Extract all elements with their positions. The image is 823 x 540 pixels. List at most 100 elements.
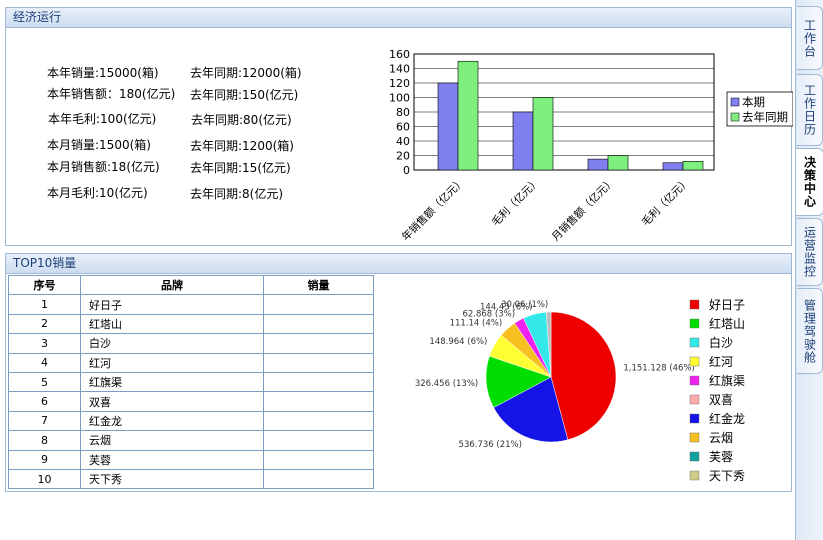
legend-swatch	[689, 451, 700, 462]
legend-label: 红河	[709, 354, 733, 369]
legend-label: 本期	[742, 95, 765, 109]
legend-swatch	[689, 375, 700, 386]
table-row[interactable]: 9 芙蓉	[8, 449, 374, 470]
bar	[512, 111, 534, 171]
pie-label: 536.736 (21%)	[459, 440, 522, 450]
legend-swatch	[689, 470, 700, 481]
cell-brand: 天下秀	[80, 468, 264, 490]
x-tick-label: 毛利（亿元）	[489, 175, 543, 229]
economic-panel: 经济运行 本年销量:15000(箱) 去年同期:12000(箱) 本年销售额：1…	[5, 7, 793, 246]
cell-rank: 10	[8, 468, 81, 490]
legend-label: 好日子	[709, 298, 745, 312]
legend-swatch	[730, 112, 740, 122]
pie-label: 326.456 (13%)	[415, 379, 478, 389]
stat-month-revenue: 本月销售额:18(亿元)	[47, 160, 160, 174]
legend-swatch	[689, 337, 700, 348]
stat-year-profit: 本年毛利:100(亿元)	[48, 112, 157, 126]
bar	[587, 158, 609, 171]
economic-panel-title: 经济运行	[6, 8, 791, 28]
pie-label: 62.868 (3%)	[462, 309, 515, 319]
pie-slice	[493, 376, 569, 443]
cell-sales	[263, 313, 374, 335]
table-row[interactable]: 2 红塔山	[8, 313, 374, 335]
cell-brand: 红塔山	[80, 313, 264, 335]
bar	[607, 155, 629, 171]
cell-rank: 5	[8, 371, 81, 393]
header-sales[interactable]: 销量	[263, 274, 374, 296]
pie-label: 30.06 (1%)	[501, 300, 548, 310]
cell-brand: 云烟	[80, 430, 264, 451]
tab-decision-center[interactable]: 决策中心	[796, 148, 823, 216]
y-tick-label: 0	[403, 164, 410, 177]
y-tick-label: 20	[396, 150, 410, 163]
cell-brand: 好日子	[80, 294, 264, 315]
pie-label: 148.964 (6%)	[429, 337, 487, 347]
pie-chart: 1,151.128 (46%) 536.736 (21%) 326.456 (13%…	[415, 298, 745, 483]
bar	[662, 162, 684, 171]
table-row[interactable]: 6 双喜	[8, 391, 374, 412]
table-row[interactable]: 1 好日子	[8, 294, 374, 315]
tab-workbench[interactable]: 工作台	[797, 6, 823, 70]
legend-swatch	[689, 432, 700, 443]
tab-decision-center-label: 决策中心	[802, 156, 817, 208]
cell-sales	[263, 391, 374, 412]
cell-rank: 6	[8, 391, 81, 412]
cell-sales	[263, 449, 374, 470]
table-header-row: 序号 品牌 销量	[8, 274, 374, 296]
cell-brand: 芙蓉	[80, 449, 264, 470]
stat-month-sales-prev: 去年同期:1200(箱)	[190, 139, 294, 153]
header-brand[interactable]: 品牌	[80, 274, 264, 296]
tab-management-cockpit[interactable]: 管理驾驶舱	[797, 288, 823, 374]
legend-box	[726, 91, 793, 127]
tab-operation-monitor[interactable]: 运营监控	[797, 218, 823, 286]
legend-label: 白沙	[709, 335, 733, 350]
cell-rank: 3	[8, 333, 81, 354]
table-row[interactable]: 8 云烟	[8, 430, 374, 451]
tab-work-calendar-label: 工作日历	[802, 84, 817, 136]
cell-sales	[263, 371, 374, 393]
cell-sales	[263, 333, 374, 354]
table-row[interactable]: 3 白沙	[8, 333, 374, 354]
pie-label: 111.14 (4%)	[450, 319, 503, 329]
tab-operation-monitor-label: 运营监控	[802, 226, 817, 278]
cell-brand: 红河	[80, 352, 264, 373]
bar	[532, 97, 554, 171]
table-row[interactable]: 10 天下秀	[8, 468, 374, 490]
legend-swatch	[689, 318, 700, 329]
y-tick-label: 40	[396, 135, 410, 148]
top10-panel: TOP10销量 序号 品牌 销量 1 好日子 2 红塔山 3 白沙 4 红河 5 红旗渠 …	[5, 253, 792, 492]
stat-year-sales: 本年销量:15000(箱)	[47, 66, 159, 80]
cell-rank: 1	[8, 294, 81, 315]
legend-label: 天下秀	[709, 469, 745, 483]
legend-label: 芙蓉	[709, 450, 733, 464]
cell-brand: 双喜	[80, 391, 264, 412]
cell-rank: 7	[8, 410, 81, 432]
pie-slice	[550, 311, 617, 441]
tab-management-cockpit-label: 管理驾驶舱	[802, 298, 817, 364]
stat-month-sales: 本月销量:1500(箱)	[47, 138, 151, 152]
x-tick-label: 月销售额（亿元）	[549, 175, 618, 244]
cell-rank: 4	[8, 352, 81, 373]
table-row[interactable]: 5 红旗渠	[8, 371, 374, 393]
table-row[interactable]: 4 红河	[8, 352, 374, 373]
stat-month-profit: 本月毛利:10(亿元)	[47, 186, 148, 200]
stat-year-profit-prev: 去年同期:80(亿元)	[191, 113, 292, 127]
cell-sales	[263, 352, 374, 373]
y-tick-label: 140	[389, 63, 410, 76]
x-tick-label: 年销售额（亿元）	[399, 175, 468, 244]
pie-label: 144.43 (6%)	[480, 302, 533, 312]
cell-sales	[263, 294, 374, 315]
stat-year-revenue: 本年销售额：180(亿元)	[47, 87, 176, 101]
legend-swatch	[689, 394, 700, 405]
header-rank[interactable]: 序号	[8, 274, 81, 296]
pie-label: 1,151.128 (46%)	[623, 363, 695, 373]
y-tick-label: 120	[389, 77, 410, 90]
cell-brand: 红旗渠	[80, 371, 264, 393]
cell-sales	[263, 410, 374, 432]
table-row[interactable]: 7 红金龙	[8, 410, 374, 432]
y-tick-label: 100	[389, 92, 410, 105]
legend-swatch	[730, 97, 740, 107]
tab-work-calendar[interactable]: 工作日历	[797, 74, 823, 146]
y-tick-label: 60	[396, 121, 410, 134]
stat-month-revenue-prev: 去年同期:15(亿元)	[190, 161, 291, 175]
